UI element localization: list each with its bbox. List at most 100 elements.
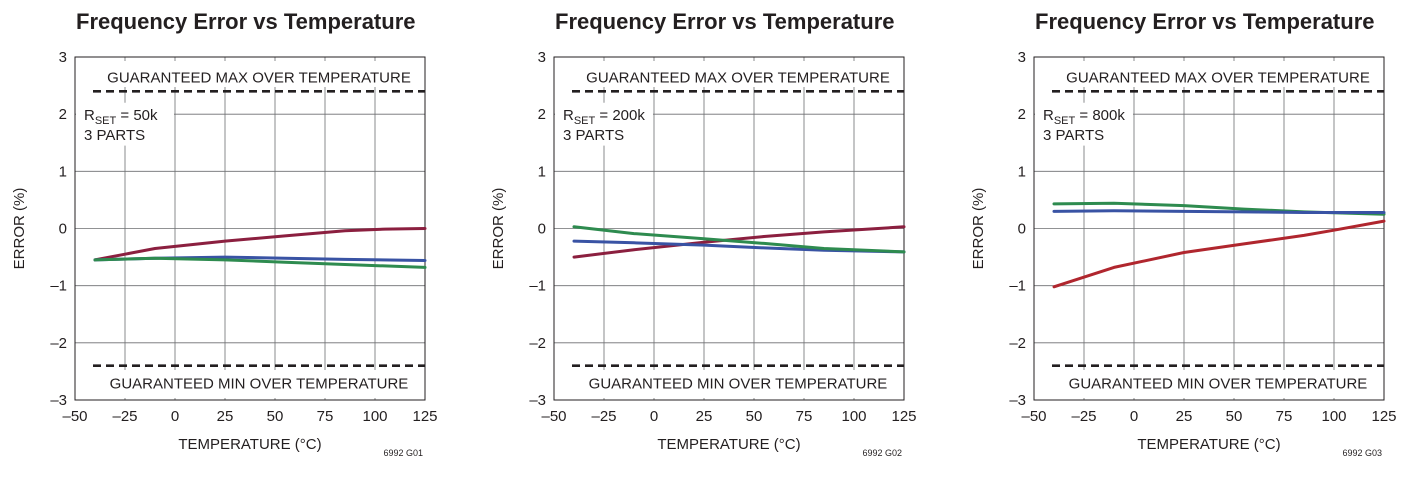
x-tick-label: –25	[1071, 408, 1096, 425]
rset-value: = 50k	[116, 107, 158, 124]
y-tick-label: –3	[529, 392, 546, 409]
rset-value: = 800k	[1075, 107, 1125, 124]
x-tick-label: 0	[1130, 408, 1138, 425]
y-tick-label: 0	[538, 221, 546, 238]
x-tick-label: 25	[217, 408, 234, 425]
x-tick-label: 75	[317, 408, 334, 425]
y-tick-label: 0	[59, 221, 67, 238]
y-tick-label: –3	[50, 392, 67, 409]
x-tick-label: 75	[796, 408, 813, 425]
guaranteed-max-label: GUARANTEED MAX OVER TEMPERATURE	[1066, 69, 1370, 86]
chart-panel-2: Frequency Error vs Temperature –50 –25 0 25 5…	[479, 0, 950, 482]
x-axis-label: TEMPERATURE (°C)	[178, 436, 321, 453]
x-tick-label: 50	[267, 408, 284, 425]
y-tick-label: –1	[50, 278, 67, 295]
chart-title: Frequency Error vs Temperature	[555, 9, 895, 34]
x-axis-label: TEMPERATURE (°C)	[657, 436, 800, 453]
series-line-3	[572, 225, 906, 254]
chart-title: Frequency Error vs Temperature	[1035, 9, 1375, 34]
annotation-bg	[1035, 102, 1133, 146]
x-tick-label: 125	[891, 408, 916, 425]
chart-svg: Frequency Error vs Temperature –50 –25 0 25 5…	[11, 9, 438, 458]
y-axis-label: ERROR (%)	[11, 188, 28, 270]
rset-r: R	[84, 107, 95, 124]
y-tick-label: –1	[529, 278, 546, 295]
figure-code: 6992 G02	[862, 448, 902, 458]
y-tick-label: 2	[59, 106, 67, 123]
chart-panel-1: Frequency Error vs Temperature –50 –25 0 25 5…	[0, 0, 471, 482]
y-tick-label: –2	[50, 335, 67, 352]
guaranteed-max-label: GUARANTEED MAX OVER TEMPERATURE	[586, 69, 890, 86]
y-tick-label: 1	[538, 163, 546, 180]
y-tick-label: –2	[1009, 335, 1026, 352]
annotation-bg	[555, 102, 653, 146]
annotation-bg	[76, 102, 174, 146]
x-tick-label: 25	[1176, 408, 1193, 425]
x-tick-label: 25	[696, 408, 713, 425]
y-tick-label: –1	[1009, 278, 1026, 295]
x-tick-label: –25	[112, 408, 137, 425]
chart-panel-3: Frequency Error vs Temperature –50 –25 0 25 5…	[959, 0, 1413, 482]
annotation-bg	[76, 61, 424, 87]
rset-r: R	[1043, 107, 1054, 124]
annotation-bg	[1035, 61, 1383, 87]
x-tick-label: –50	[541, 408, 566, 425]
rset-subscript: SET	[95, 115, 117, 127]
guaranteed-min-label: GUARANTEED MIN OVER TEMPERATURE	[589, 376, 888, 393]
x-tick-label: –50	[62, 408, 87, 425]
figure-code: 6992 G03	[1342, 448, 1382, 458]
parts-label: 3 PARTS	[1043, 127, 1104, 144]
series-line-2	[1052, 209, 1386, 214]
x-tick-label: 125	[1371, 408, 1396, 425]
x-tick-label: 50	[746, 408, 763, 425]
y-tick-label: 1	[59, 163, 67, 180]
parts-label: 3 PARTS	[84, 127, 145, 144]
series-line-1	[93, 227, 427, 262]
x-tick-label: –25	[591, 408, 616, 425]
x-tick-label: –50	[1021, 408, 1046, 425]
series-line-1	[572, 225, 906, 259]
y-tick-label: 2	[538, 106, 546, 123]
rset-r: R	[563, 107, 574, 124]
guaranteed-min-label: GUARANTEED MIN OVER TEMPERATURE	[1069, 376, 1368, 393]
annotation-bg	[555, 61, 903, 87]
x-tick-label: 100	[362, 408, 387, 425]
plot-frame	[1033, 56, 1385, 401]
y-tick-label: 3	[1018, 49, 1026, 66]
x-tick-label: 50	[1226, 408, 1243, 425]
y-tick-label: 2	[1018, 106, 1026, 123]
y-tick-label: 3	[59, 49, 67, 66]
x-tick-label: 75	[1276, 408, 1293, 425]
rset-subscript: SET	[1054, 115, 1076, 127]
y-axis-label: ERROR (%)	[970, 188, 987, 270]
annotation-bg	[1035, 370, 1383, 398]
rset-label: RSET = 200k	[563, 107, 645, 127]
y-tick-label: –3	[1009, 392, 1026, 409]
annotation-bg	[555, 370, 903, 398]
annotation-bg	[76, 370, 424, 398]
series-line-3	[93, 256, 427, 269]
x-tick-label: 100	[1321, 408, 1346, 425]
rset-label: RSET = 800k	[1043, 107, 1125, 127]
chart-title: Frequency Error vs Temperature	[76, 9, 416, 34]
x-tick-label: 125	[412, 408, 437, 425]
y-tick-label: 1	[1018, 163, 1026, 180]
x-tick-label: 0	[650, 408, 658, 425]
chart-svg: Frequency Error vs Temperature –50 –25 0 25 5…	[490, 9, 917, 458]
guaranteed-min-label: GUARANTEED MIN OVER TEMPERATURE	[110, 376, 409, 393]
x-axis-label: TEMPERATURE (°C)	[1137, 436, 1280, 453]
y-axis-label: ERROR (%)	[490, 188, 507, 270]
series-line-3	[1052, 219, 1386, 289]
parts-label: 3 PARTS	[563, 127, 624, 144]
y-tick-label: 3	[538, 49, 546, 66]
rset-value: = 200k	[595, 107, 645, 124]
figure-code: 6992 G01	[383, 448, 423, 458]
rset-label: RSET = 50k	[84, 107, 158, 127]
chart-svg: Frequency Error vs Temperature –50 –25 0 25 5…	[970, 9, 1397, 458]
rset-subscript: SET	[574, 115, 596, 127]
x-tick-label: 100	[841, 408, 866, 425]
y-tick-label: –2	[529, 335, 546, 352]
x-tick-label: 0	[171, 408, 179, 425]
guaranteed-max-label: GUARANTEED MAX OVER TEMPERATURE	[107, 69, 411, 86]
plot-frame	[553, 56, 905, 401]
